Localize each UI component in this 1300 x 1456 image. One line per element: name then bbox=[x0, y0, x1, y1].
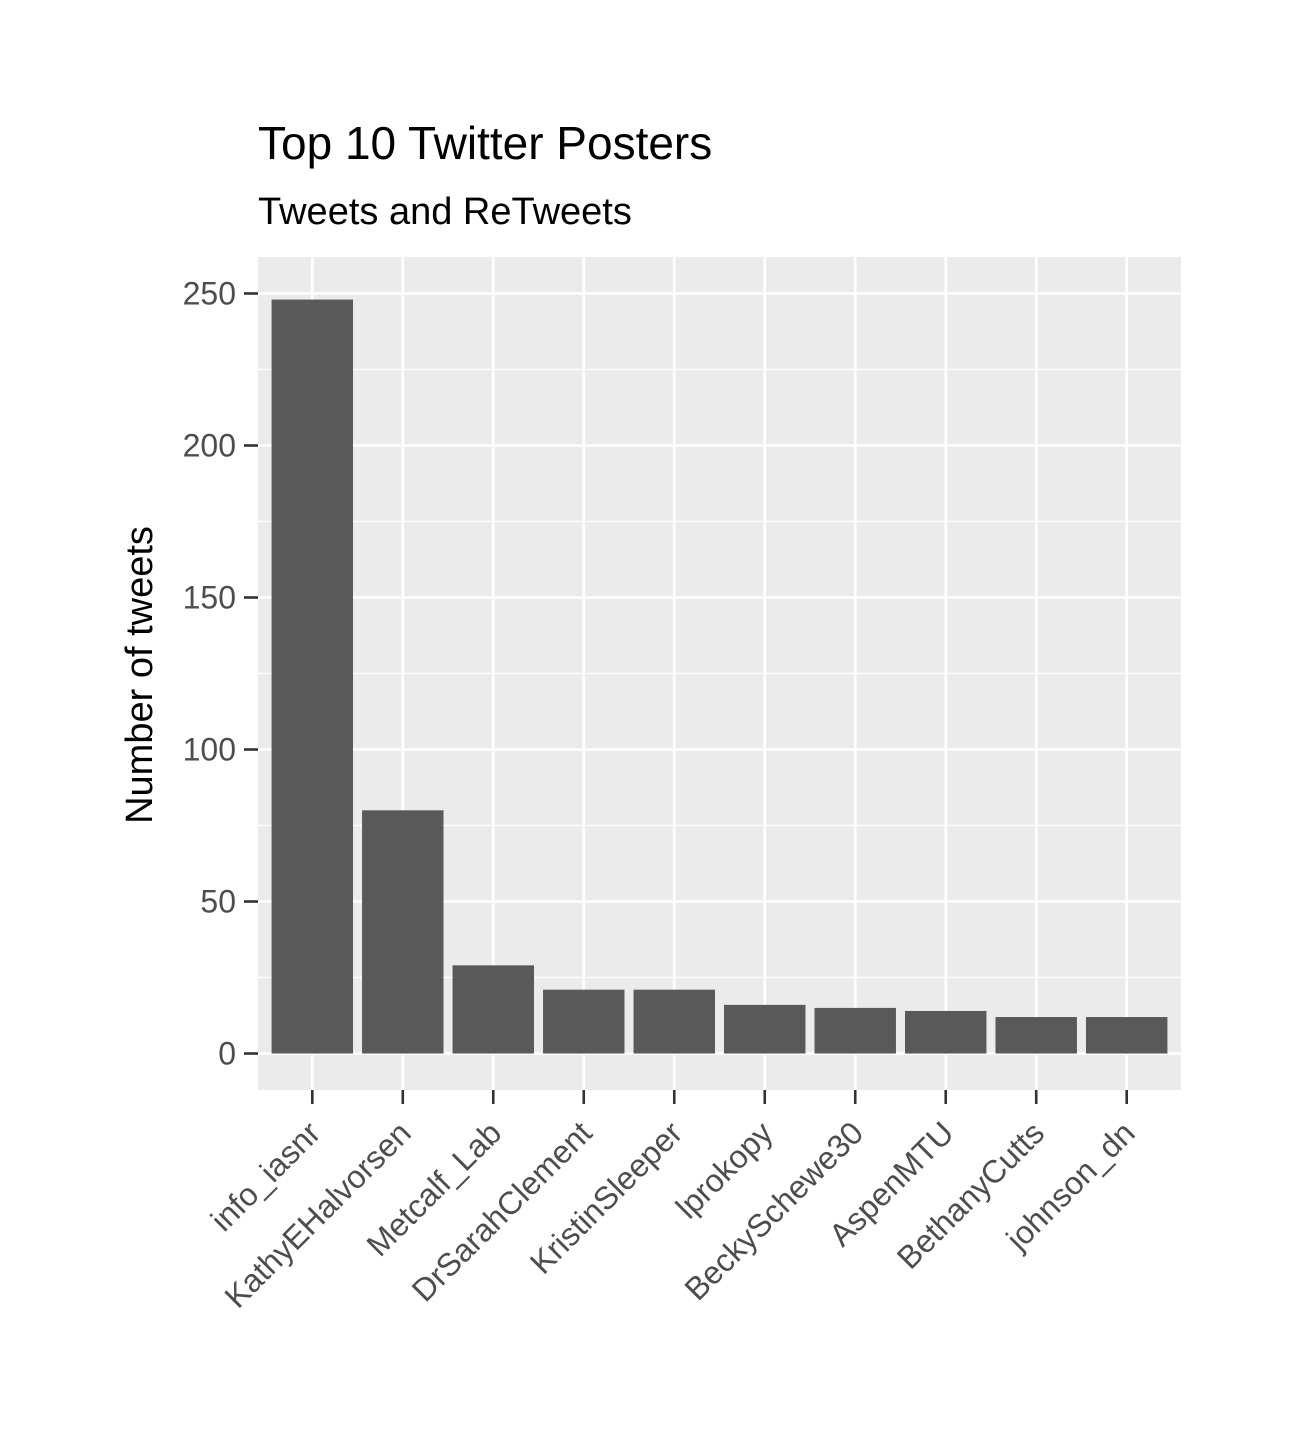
bar-KathyEHalvorsen bbox=[362, 810, 444, 1054]
bars bbox=[271, 299, 1168, 1054]
bar-info_iasnr bbox=[271, 299, 354, 1054]
bar-BethanyCutts bbox=[995, 1017, 1077, 1054]
x-axis: info_iasnrKathyEHalvorsenMetcalf_LabDrSa… bbox=[204, 1090, 1142, 1315]
bar-BeckySchewe30 bbox=[814, 1007, 896, 1054]
bar-DrSarahClement bbox=[543, 989, 625, 1054]
bar-Metcalf_Lab bbox=[452, 965, 534, 1054]
bar-johnson_dn bbox=[1085, 1017, 1168, 1054]
y-tick-label: 150 bbox=[183, 579, 236, 615]
bar-lprokopy bbox=[724, 1004, 806, 1054]
y-tick-label: 50 bbox=[200, 884, 236, 920]
y-tick-label: 0 bbox=[218, 1036, 236, 1072]
chart-title: Top 10 Twitter Posters bbox=[258, 117, 712, 169]
grid-lines bbox=[258, 257, 1181, 1090]
y-tick-label: 250 bbox=[183, 275, 236, 311]
bar-AspenMTU bbox=[905, 1010, 987, 1054]
bar-KristinSleeper bbox=[633, 989, 715, 1054]
chart-subtitle: Tweets and ReTweets bbox=[258, 191, 632, 233]
y-tick-label: 100 bbox=[183, 732, 236, 768]
y-axis-title: Number of tweets bbox=[119, 526, 161, 824]
y-axis: 0 50 100 150 200 250 bbox=[183, 275, 258, 1072]
y-tick-label: 200 bbox=[183, 427, 236, 463]
